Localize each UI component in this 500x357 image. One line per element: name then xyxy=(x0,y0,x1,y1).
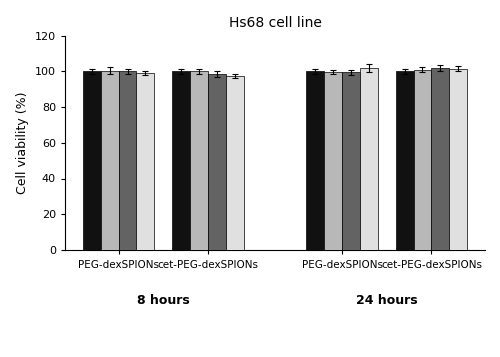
Bar xyxy=(450,69,467,250)
Bar xyxy=(226,76,244,250)
Bar xyxy=(306,71,324,250)
Bar xyxy=(414,70,432,250)
Bar xyxy=(136,73,154,250)
Bar xyxy=(100,71,118,250)
Bar xyxy=(190,71,208,250)
Bar xyxy=(360,68,378,250)
Title: Hs68 cell line: Hs68 cell line xyxy=(228,16,322,30)
Bar xyxy=(342,72,360,250)
Bar xyxy=(118,71,136,250)
Bar xyxy=(208,74,226,250)
Text: 8 hours: 8 hours xyxy=(137,294,190,307)
Bar xyxy=(172,71,190,250)
Bar xyxy=(432,68,450,250)
Text: 24 hours: 24 hours xyxy=(356,294,418,307)
Bar xyxy=(324,72,342,250)
Bar xyxy=(396,71,413,250)
Y-axis label: Cell viability (%): Cell viability (%) xyxy=(16,91,30,194)
Bar xyxy=(83,71,100,250)
